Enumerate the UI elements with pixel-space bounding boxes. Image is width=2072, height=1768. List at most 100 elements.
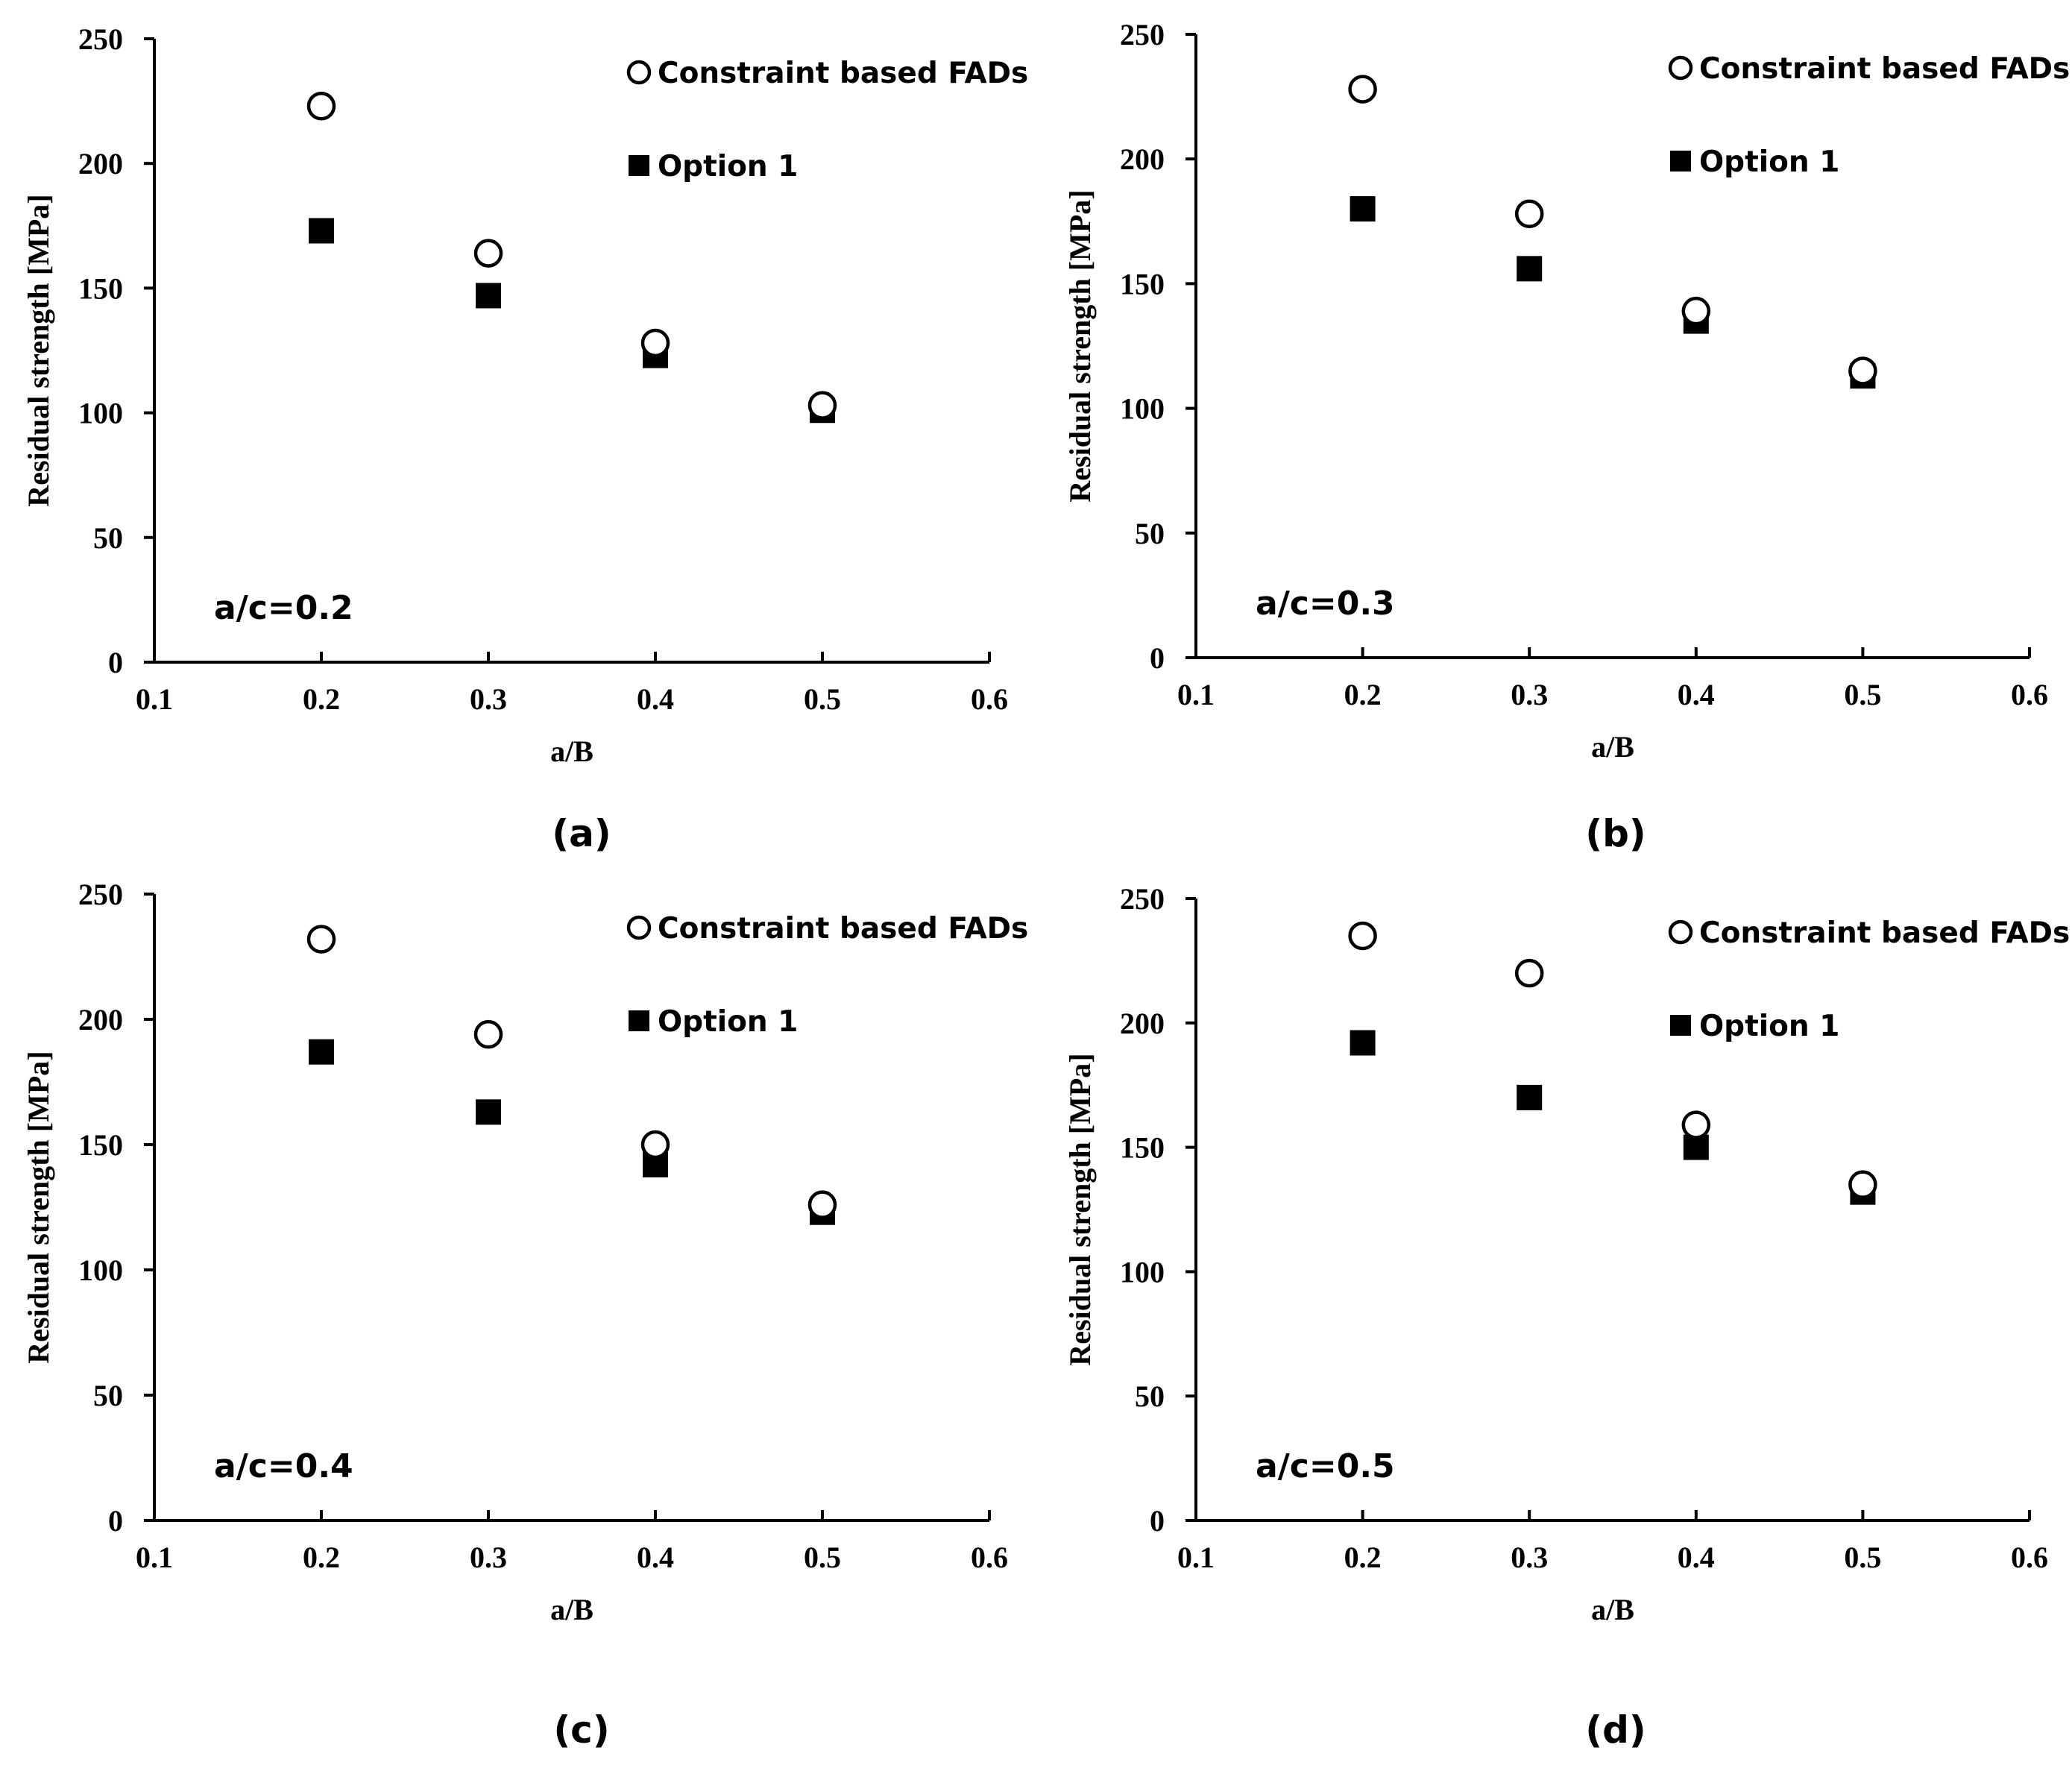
data-point-constraint-fad [306, 92, 336, 121]
data-point-constraint-fad [473, 239, 503, 268]
aspect-ratio-annotation: a/c=0.5 [1256, 1447, 1395, 1485]
x-axis-title: a/B [550, 734, 593, 768]
y-tick-label: 100 [1120, 1255, 1165, 1289]
legend-label: Constraint based FADs [1699, 52, 2070, 86]
panel-label: (b) [1585, 812, 1646, 855]
data-point-constraint-fad [1681, 1110, 1711, 1139]
data-point-option-1 [309, 218, 334, 244]
data-point-constraint-fad [306, 925, 336, 954]
x-tick-label: 0.3 [1511, 678, 1548, 711]
legend-marker-open-circle [1668, 55, 1693, 81]
panel-label: (d) [1585, 1708, 1646, 1752]
y-tick-label: 100 [1120, 392, 1165, 426]
y-tick-label: 50 [93, 521, 123, 555]
y-tick-label: 150 [78, 271, 123, 305]
data-point-constraint-fad [807, 1190, 837, 1219]
x-tick-label: 0.5 [804, 1541, 841, 1574]
y-tick-label: 50 [93, 1379, 123, 1412]
data-point-option-1 [1517, 1084, 1543, 1110]
data-point-option-1 [476, 1099, 501, 1125]
y-tick-label: 200 [78, 1003, 123, 1036]
data-point-constraint-fad [1514, 199, 1544, 229]
data-point-constraint-fad [1348, 921, 1377, 951]
x-tick-label: 0.6 [971, 1541, 1008, 1574]
data-point-option-1 [309, 1039, 334, 1065]
y-axis-title: Residual strength [MPa] [22, 1051, 55, 1363]
legend-label: Option 1 [1699, 145, 1839, 179]
x-tick-label: 0.2 [303, 1541, 340, 1574]
x-tick-label: 0.5 [1844, 678, 1881, 711]
y-tick-label: 250 [1120, 18, 1165, 51]
y-tick-label: 150 [1120, 1131, 1165, 1165]
legend-marker-open-circle [626, 60, 652, 85]
x-tick-label: 0.3 [470, 682, 507, 716]
y-tick-label: 100 [78, 397, 123, 430]
y-tick-label: 100 [78, 1253, 123, 1287]
data-point-option-1 [1517, 256, 1543, 282]
legend-marker-open-circle [1668, 919, 1693, 945]
y-tick-label: 250 [78, 878, 123, 911]
legend-label: Constraint based FADs [1699, 916, 2070, 950]
y-axis-title: Residual strength [MPa] [22, 194, 55, 506]
x-axis-title: a/B [550, 1593, 593, 1626]
y-tick-label: 250 [1120, 882, 1165, 916]
y-tick-label: 200 [78, 147, 123, 180]
x-tick-label: 0.2 [1344, 678, 1382, 711]
y-tick-label: 250 [78, 22, 123, 56]
data-point-option-1 [1350, 196, 1376, 222]
y-tick-label: 50 [1135, 517, 1165, 550]
legend-label: Option 1 [658, 150, 798, 183]
y-tick-label: 0 [108, 646, 123, 679]
x-tick-label: 0.6 [2011, 1541, 2048, 1574]
x-tick-label: 0.5 [1844, 1541, 1881, 1574]
panel-label: (c) [553, 1708, 609, 1752]
legend-marker-filled-square [1670, 1015, 1691, 1036]
legend-label: Option 1 [658, 1005, 798, 1039]
y-tick-label: 200 [1120, 1007, 1165, 1040]
x-tick-label: 0.4 [637, 682, 674, 716]
data-point-option-1 [476, 283, 501, 309]
data-point-constraint-fad [1848, 1170, 1877, 1199]
chart-panel-3: 0.1 0.2 0.3 0.4 0.5 0.6 0 50 100 150 200 250 a/B Resi… [1063, 882, 2070, 1752]
chart-panel-1: 0.1 0.2 0.3 0.4 0.5 0.6 0 50 100 150 200 250 a/B Resi… [1063, 18, 2070, 855]
y-axis-title: Residual strength [MPa] [1063, 189, 1097, 502]
data-point-constraint-fad [1848, 356, 1877, 386]
x-axis-title: a/B [1591, 1593, 1634, 1626]
legend-marker-filled-square [629, 1010, 649, 1031]
aspect-ratio-annotation: a/c=0.4 [214, 1447, 353, 1485]
data-point-constraint-fad [1681, 296, 1711, 326]
x-tick-label: 0.6 [971, 682, 1008, 716]
x-axis-title: a/B [1591, 730, 1634, 764]
aspect-ratio-annotation: a/c=0.3 [1256, 585, 1395, 623]
x-tick-label: 0.3 [470, 1541, 507, 1574]
legend-marker-open-circle [626, 915, 652, 940]
x-tick-label: 0.4 [1678, 678, 1715, 711]
x-tick-label: 0.4 [637, 1541, 674, 1574]
y-tick-label: 150 [1120, 267, 1165, 301]
x-tick-label: 0.1 [1177, 678, 1215, 711]
aspect-ratio-annotation: a/c=0.2 [214, 589, 353, 627]
data-point-constraint-fad [473, 1019, 503, 1049]
y-tick-label: 150 [78, 1128, 123, 1162]
data-point-constraint-fad [1514, 958, 1544, 988]
x-tick-label: 0.1 [136, 682, 173, 716]
y-axis-title: Residual strength [MPa] [1063, 1053, 1097, 1365]
y-tick-label: 0 [1150, 641, 1165, 675]
x-tick-label: 0.1 [1177, 1541, 1215, 1574]
legend-marker-filled-square [629, 155, 649, 176]
x-tick-label: 0.6 [2011, 678, 2048, 711]
x-tick-label: 0.2 [1344, 1541, 1382, 1574]
y-tick-label: 50 [1135, 1380, 1165, 1413]
chart-panel-2: 0.1 0.2 0.3 0.4 0.5 0.6 0 50 100 150 200 250 a/B Resi… [22, 878, 1028, 1752]
x-tick-label: 0.3 [1511, 1541, 1548, 1574]
chart-panel-0: 0.1 0.2 0.3 0.4 0.5 0.6 0 50 100 150 200 250 a/B Resi… [22, 22, 1028, 855]
data-point-option-1 [1350, 1030, 1376, 1056]
y-tick-label: 0 [1150, 1504, 1165, 1538]
legend-marker-filled-square [1670, 151, 1691, 172]
x-tick-label: 0.1 [136, 1541, 173, 1574]
y-tick-label: 0 [108, 1504, 123, 1538]
data-point-constraint-fad [1348, 75, 1377, 104]
legend-label: Constraint based FADs [658, 912, 1028, 946]
legend-label: Option 1 [1699, 1010, 1839, 1043]
